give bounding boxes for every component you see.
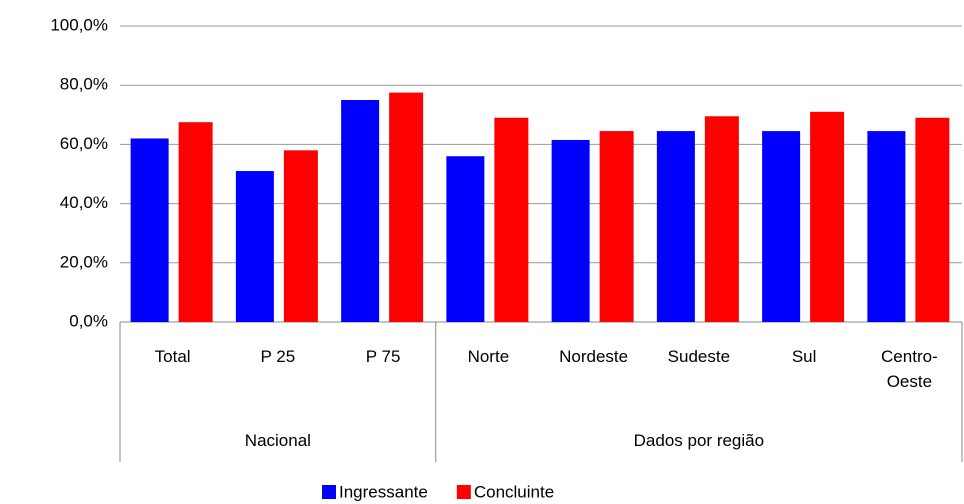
x-tick-label: P 75 [365,347,401,366]
y-tick-label: 60,0% [60,134,108,153]
bar [810,111,845,322]
legend-swatch [322,485,336,499]
bar [446,156,485,322]
bar [551,139,590,322]
legend-label: Concluinte [474,482,554,501]
bar [867,131,906,322]
x-tick-label: Sul [791,347,817,366]
bar [915,117,950,322]
bar [656,131,695,322]
group-label: Nacional [244,431,311,450]
bar [178,122,213,322]
x-tick-label: Total [154,347,191,366]
bar [389,92,424,322]
x-tick-label: Centro-Oeste [881,347,938,391]
bar [494,117,529,322]
bar [130,138,169,322]
bar [341,100,380,322]
group-label: Dados por região [633,431,765,450]
y-tick-label: 0,0% [69,311,108,330]
y-tick-label: 100,0% [50,15,108,34]
y-tick-label: 80,0% [60,75,108,94]
y-tick-label: 40,0% [60,193,108,212]
y-tick-label: 20,0% [60,252,108,271]
x-tick-label: Sudeste [667,347,731,366]
legend-label: Ingressante [339,482,428,501]
legend-swatch [456,485,471,499]
bar [762,131,801,322]
bar [235,171,274,322]
x-tick-label: Nordeste [559,347,629,366]
bar [599,131,634,322]
x-tick-label: Norte [467,347,510,366]
bar [704,116,739,322]
bar [283,150,318,322]
x-tick-label: P 25 [260,347,296,366]
